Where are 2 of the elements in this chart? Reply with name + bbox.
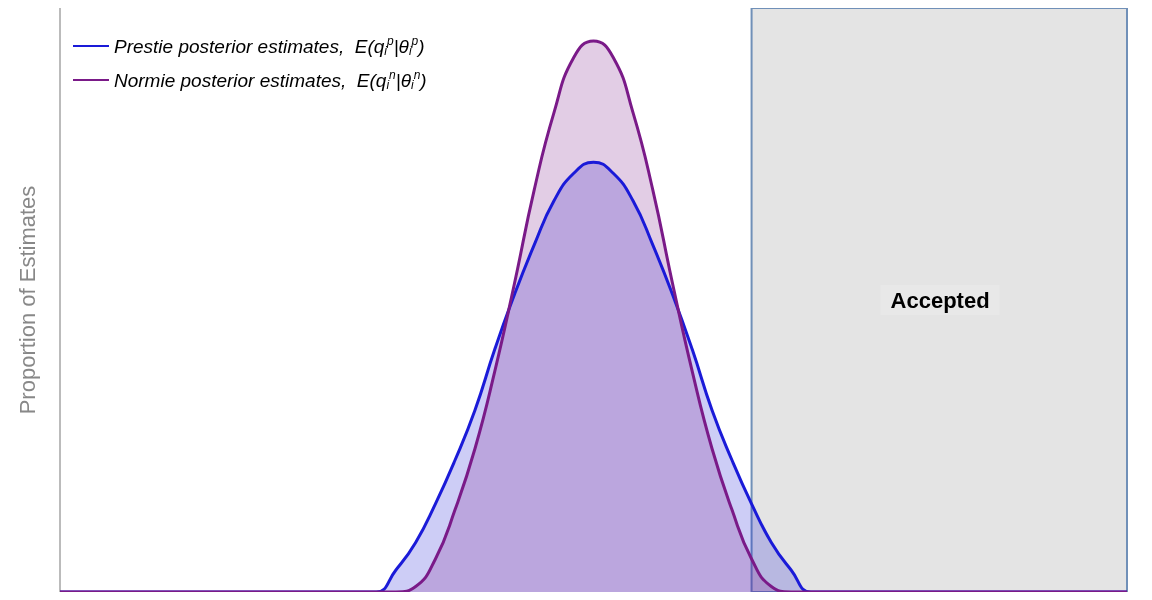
y-axis-title: Proportion of Estimates [14,185,40,415]
annotation: Accepted [890,287,990,313]
